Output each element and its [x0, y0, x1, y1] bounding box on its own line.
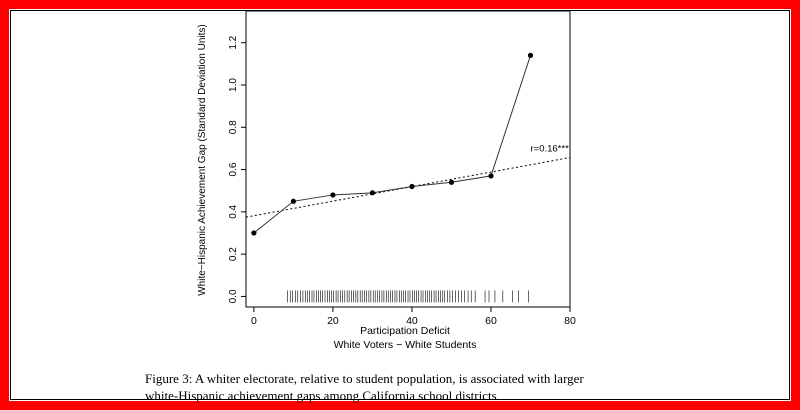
data-line: [253, 55, 531, 234]
data-point: [369, 190, 376, 196]
x-tick-label: 0: [251, 315, 257, 327]
caption-line-2: white-Hispanic achievement gaps among Ca…: [145, 388, 497, 403]
plot-area: [245, 10, 571, 308]
y-tick-label: 0.6: [228, 162, 239, 176]
fit-line: [245, 157, 571, 218]
y-tick-label: 1.2: [228, 35, 239, 49]
data-point: [488, 173, 494, 179]
data-point: [330, 192, 336, 198]
x-axis: 0 20 40 60 80: [251, 306, 576, 327]
data-point: [290, 198, 297, 204]
x-tick-label: 40: [406, 315, 418, 327]
x-tick-label: 60: [485, 315, 497, 327]
data-points: [251, 52, 534, 236]
x-axis-label-secondary: White Voters − White Students: [334, 339, 477, 351]
correlation-annotation: r=0.16***: [530, 144, 569, 155]
y-axis-label: White−Hispanic Achievement Gap (Standard…: [197, 24, 208, 296]
y-tick-label: 0.8: [228, 120, 239, 134]
y-axis: 0.0 0.2 0.4 0.6 0.8 1.0 1.2: [228, 35, 247, 303]
data-point: [251, 230, 257, 236]
x-tick-label: 20: [327, 315, 339, 327]
caption-line-1: Figure 3: A whiter electorate, relative …: [145, 371, 584, 386]
y-tick-label: 0.2: [228, 247, 239, 261]
x-tick-label: 80: [564, 315, 576, 327]
y-tick-label: 0.0: [228, 289, 239, 303]
x-axis-label: Participation Deficit: [360, 325, 450, 337]
data-point: [527, 52, 534, 59]
y-tick-label: 0.4: [228, 204, 239, 218]
figure-caption: Figure 3: A whiter electorate, relative …: [145, 370, 765, 404]
data-point: [448, 179, 455, 185]
rug-marks: [287, 290, 529, 303]
data-point: [409, 183, 415, 190]
y-tick-label: 1.0: [228, 78, 239, 92]
